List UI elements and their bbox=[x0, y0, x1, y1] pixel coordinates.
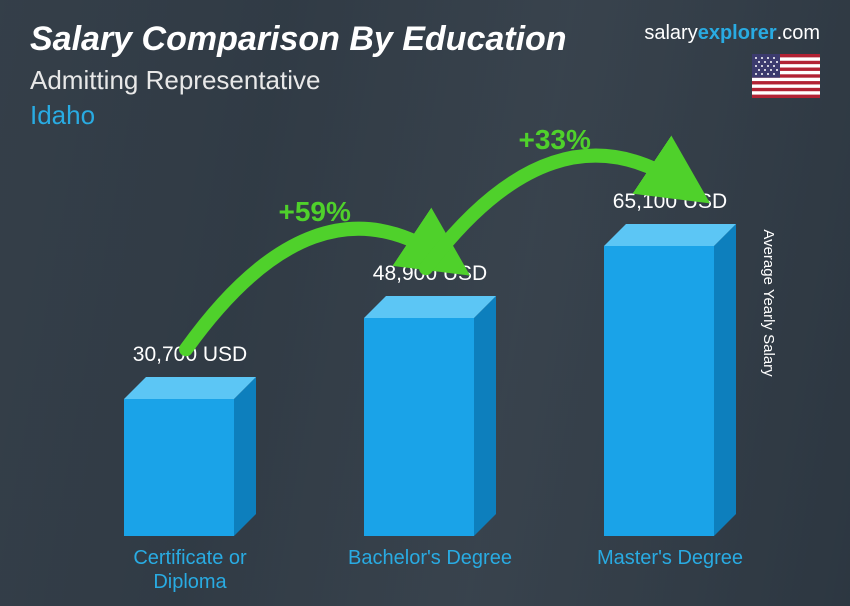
increase-arc bbox=[186, 229, 441, 350]
chart-location: Idaho bbox=[30, 100, 820, 131]
chart-subtitle: Admitting Representative bbox=[30, 65, 820, 96]
brand-text-suffix: .com bbox=[777, 22, 820, 44]
increase-arc bbox=[426, 156, 681, 269]
bar-chart: 30,700 USDCertificate or Diploma48,900 U… bbox=[40, 180, 780, 586]
arc-label: +59% bbox=[279, 196, 351, 228]
brand-logo: salaryexplorer.com bbox=[644, 22, 820, 45]
brand-text-plain: salary bbox=[644, 22, 697, 44]
country-flag-icon bbox=[752, 54, 820, 98]
arc-label: +33% bbox=[519, 124, 591, 156]
arc-overlay bbox=[40, 180, 780, 586]
brand-text-bold: explorer bbox=[698, 22, 777, 44]
